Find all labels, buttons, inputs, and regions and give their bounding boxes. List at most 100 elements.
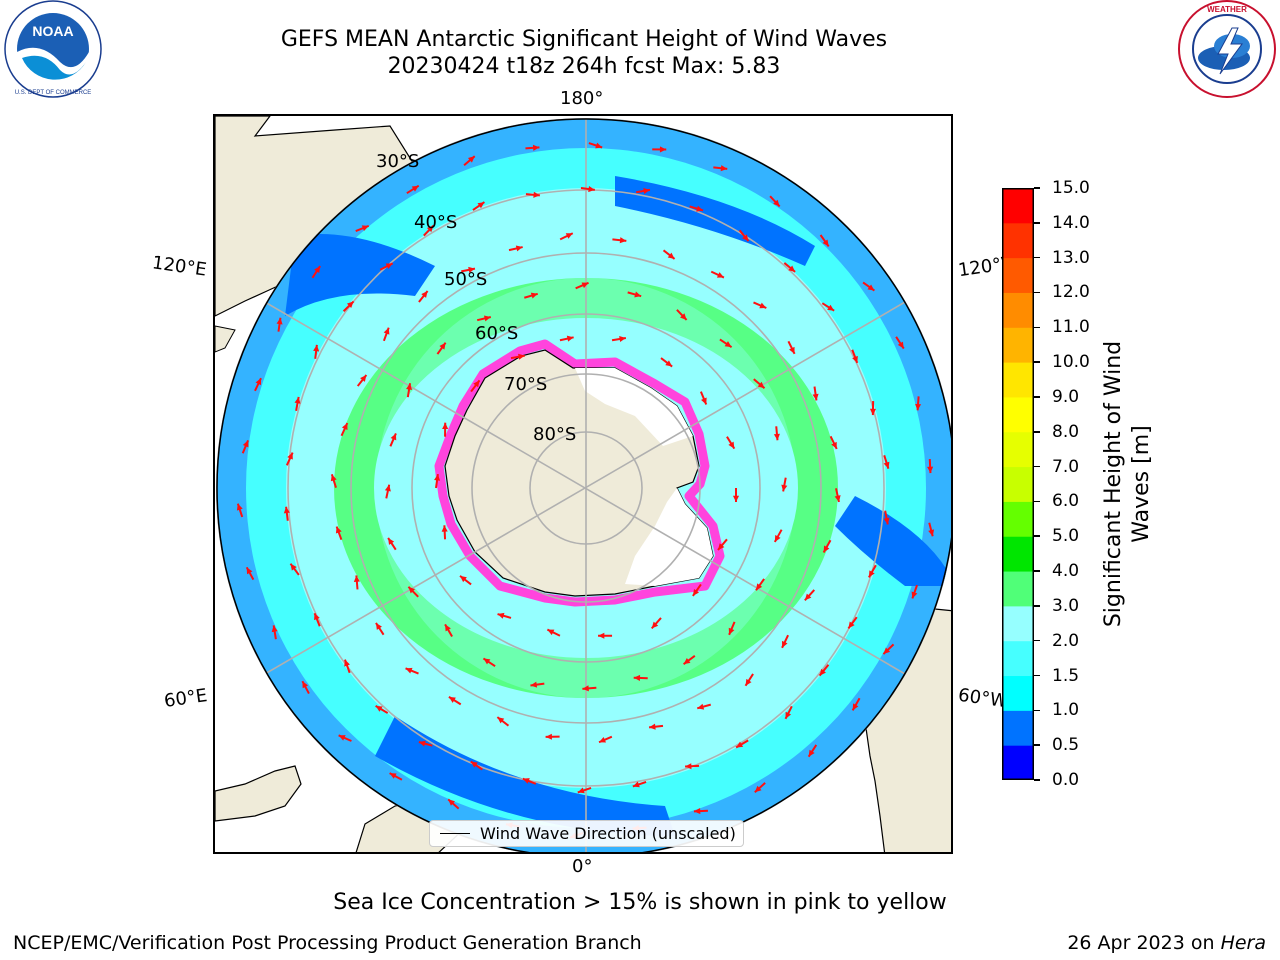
- wave-arrow: [546, 628, 561, 637]
- wave-arrow: [862, 281, 875, 292]
- wave-arrow: [662, 249, 676, 260]
- noaa-logo: NOAA U.S. DEPT OF COMMERCE: [4, 0, 102, 98]
- wave-arrow: [472, 201, 485, 211]
- lon-label-0: 0°: [572, 856, 593, 877]
- lon-label-120e: 120°E: [150, 252, 208, 281]
- wave-arrow: [753, 301, 767, 309]
- wave-arrow: [470, 379, 481, 393]
- map-legend: Wind Wave Direction (unscaled): [429, 820, 744, 847]
- wave-arrow: [627, 291, 642, 298]
- wave-arrow: [773, 529, 783, 543]
- colorbar-tick-label: 0.0: [1052, 770, 1080, 790]
- wave-arrow: [699, 391, 708, 405]
- wave-arrow: [612, 237, 627, 244]
- wave-arrow: [525, 144, 540, 151]
- wave-arrow: [773, 426, 780, 441]
- colorbar-tick-mark: [1034, 465, 1040, 468]
- colorbar-segment: [1002, 536, 1034, 572]
- wave-arrow: [717, 538, 728, 551]
- colorbar-tick-mark: [1034, 779, 1040, 781]
- wave-arrow: [289, 563, 300, 576]
- wave-arrow: [689, 205, 704, 212]
- wave-arrow: [652, 146, 667, 153]
- wave-arrow: [423, 224, 435, 237]
- wave-arrow: [882, 643, 895, 655]
- wave-arrow: [311, 265, 321, 279]
- wave-arrow: [685, 763, 700, 770]
- colorbar-tick-label: 6.0: [1052, 491, 1080, 512]
- colorbar-tick-mark: [1034, 361, 1040, 363]
- antarctic-map: Wind Wave Direction (unscaled): [213, 114, 953, 854]
- wave-arrow: [384, 484, 391, 499]
- wave-arrow: [353, 575, 360, 590]
- wave-arrow: [911, 584, 918, 599]
- colorbar-segment: [1002, 675, 1034, 711]
- colorbar-tick-mark: [1034, 744, 1040, 746]
- wave-arrow: [927, 459, 934, 474]
- wave-arrow: [728, 621, 736, 636]
- colorbar-tick-label: 5.0: [1052, 526, 1080, 547]
- wave-arrow: [635, 187, 651, 194]
- wave-arrow: [928, 522, 935, 537]
- lat-label-70s: 70°S: [504, 374, 548, 395]
- colorbar-tick-mark: [1034, 535, 1040, 537]
- wave-arrow: [784, 705, 793, 720]
- wave-arrow: [710, 270, 725, 279]
- footer-date: 26 Apr 2023 on Hera: [1067, 932, 1266, 954]
- colorbar-tick-mark: [1034, 500, 1040, 503]
- wave-arrow: [883, 455, 890, 469]
- wave-arrow: [418, 740, 433, 747]
- wave-arrow: [755, 578, 765, 591]
- wave-arrow: [829, 435, 838, 450]
- colorbar-tick-mark: [1034, 431, 1040, 433]
- wave-arrow: [781, 477, 788, 492]
- wave-arrow: [915, 396, 922, 411]
- wave-arrow: [340, 422, 349, 437]
- colorbar-segment: [1002, 292, 1034, 328]
- wave-arrow: [476, 315, 492, 322]
- wave-arrow: [407, 586, 419, 598]
- colorbar-segment: [1002, 431, 1034, 468]
- wave-arrow: [633, 674, 648, 682]
- wave-arrow: [382, 327, 390, 342]
- wave-arrow: [804, 589, 816, 601]
- wave-arrow: [459, 575, 472, 586]
- wave-arrow: [577, 787, 592, 794]
- colorbar-segment: [1002, 605, 1034, 642]
- legend-line-sample: [440, 833, 470, 834]
- wave-arrow: [344, 659, 351, 674]
- wave-arrow: [355, 224, 370, 233]
- colorbar-tick-label: 2.0: [1052, 630, 1080, 651]
- colorbar-tick-label: 0.5: [1052, 735, 1080, 756]
- wave-arrow: [648, 723, 664, 730]
- wave-arrow: [545, 733, 560, 740]
- wave-arrow: [851, 697, 861, 711]
- colorbar-tick-label: 7.0: [1052, 456, 1080, 477]
- wave-arrow: [632, 780, 647, 788]
- wave-arrow: [868, 564, 877, 578]
- colorbar-tick-label: 4.0: [1052, 561, 1080, 582]
- wave-arrow: [611, 336, 627, 343]
- wave-arrow: [807, 744, 818, 758]
- colorbar-tick-label: 8.0: [1052, 421, 1080, 442]
- sea-ice-note: Sea Ice Concentration > 15% is shown in …: [333, 890, 947, 915]
- wave-arrow: [276, 317, 283, 332]
- lat-label-80s: 80°S: [533, 424, 577, 445]
- colorbar-tick-mark: [1034, 709, 1040, 712]
- wave-arrow: [530, 681, 545, 688]
- wave-arrow: [683, 654, 696, 665]
- wave-arrow: [442, 422, 449, 437]
- wave-arrow: [783, 262, 796, 273]
- colorbar-tick-mark: [1034, 639, 1040, 642]
- wave-arrow: [406, 383, 413, 398]
- colorbar-tick-mark: [1034, 674, 1040, 677]
- wave-arrow: [732, 488, 740, 502]
- colorbar-tick-mark: [1034, 396, 1040, 398]
- chart-subtitle: 20230424 t18z 264h fcst Max: 5.83: [387, 54, 781, 79]
- colorbar-segment: [1002, 710, 1034, 746]
- map-boundary: [216, 118, 951, 852]
- wave-arrow: [497, 612, 512, 619]
- wave-arrow: [271, 625, 278, 640]
- wave-arrow: [559, 335, 574, 342]
- wave-arrow: [356, 374, 368, 387]
